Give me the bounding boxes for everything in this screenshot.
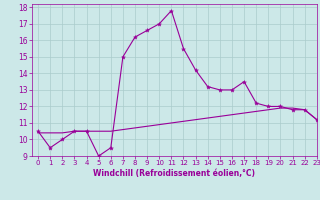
X-axis label: Windchill (Refroidissement éolien,°C): Windchill (Refroidissement éolien,°C) — [93, 169, 255, 178]
